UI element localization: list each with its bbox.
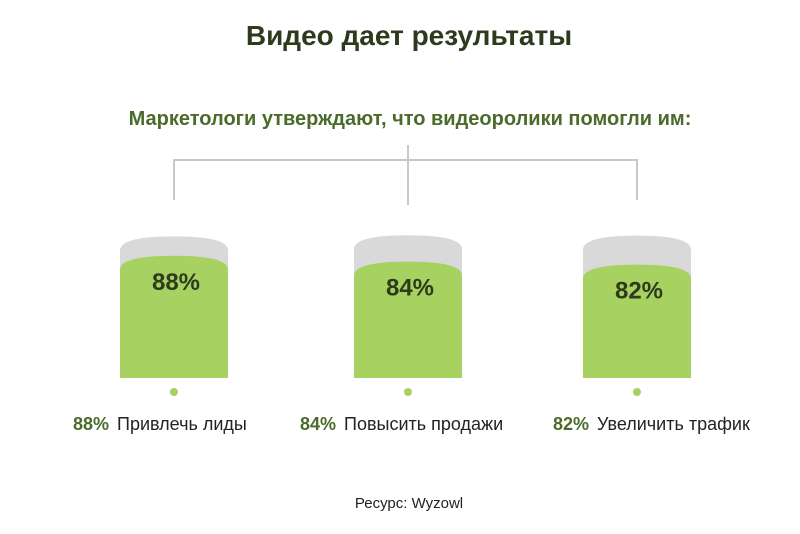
bar-value-label: 82% [615,278,663,305]
bar-dot [404,388,412,396]
source-note: Ресурс: Wyzowl [354,495,464,512]
category-name: Повысить продажи [344,414,504,434]
connector-bracket [173,145,638,205]
category-value: 88% [73,414,110,434]
category-label-sales: 84% Повысить продажи [300,414,503,435]
bar-value-label: 84% [386,275,434,302]
bar [120,255,228,378]
bars-group: 88% 84% 82% [120,235,691,396]
category-value: 82% [553,414,590,434]
bar-dot [170,388,178,396]
bar [354,261,462,378]
category-name: Привлечь лиды [117,414,247,434]
bar-value-label: 88% [152,269,200,296]
bar [583,264,691,378]
category-label-traffic: 82% Увеличить трафик [553,414,750,435]
category-label-leads: 88% Привлечь лиды [73,414,247,435]
chart-subtitle: Маркетологи утверждают, что видеоролики … [128,108,692,130]
chart-title: Видео дает результаты [245,20,573,51]
bar-dot [633,388,641,396]
connector-lines [173,145,638,205]
category-value: 84% [300,414,337,434]
category-name: Увеличить трафик [597,414,750,434]
